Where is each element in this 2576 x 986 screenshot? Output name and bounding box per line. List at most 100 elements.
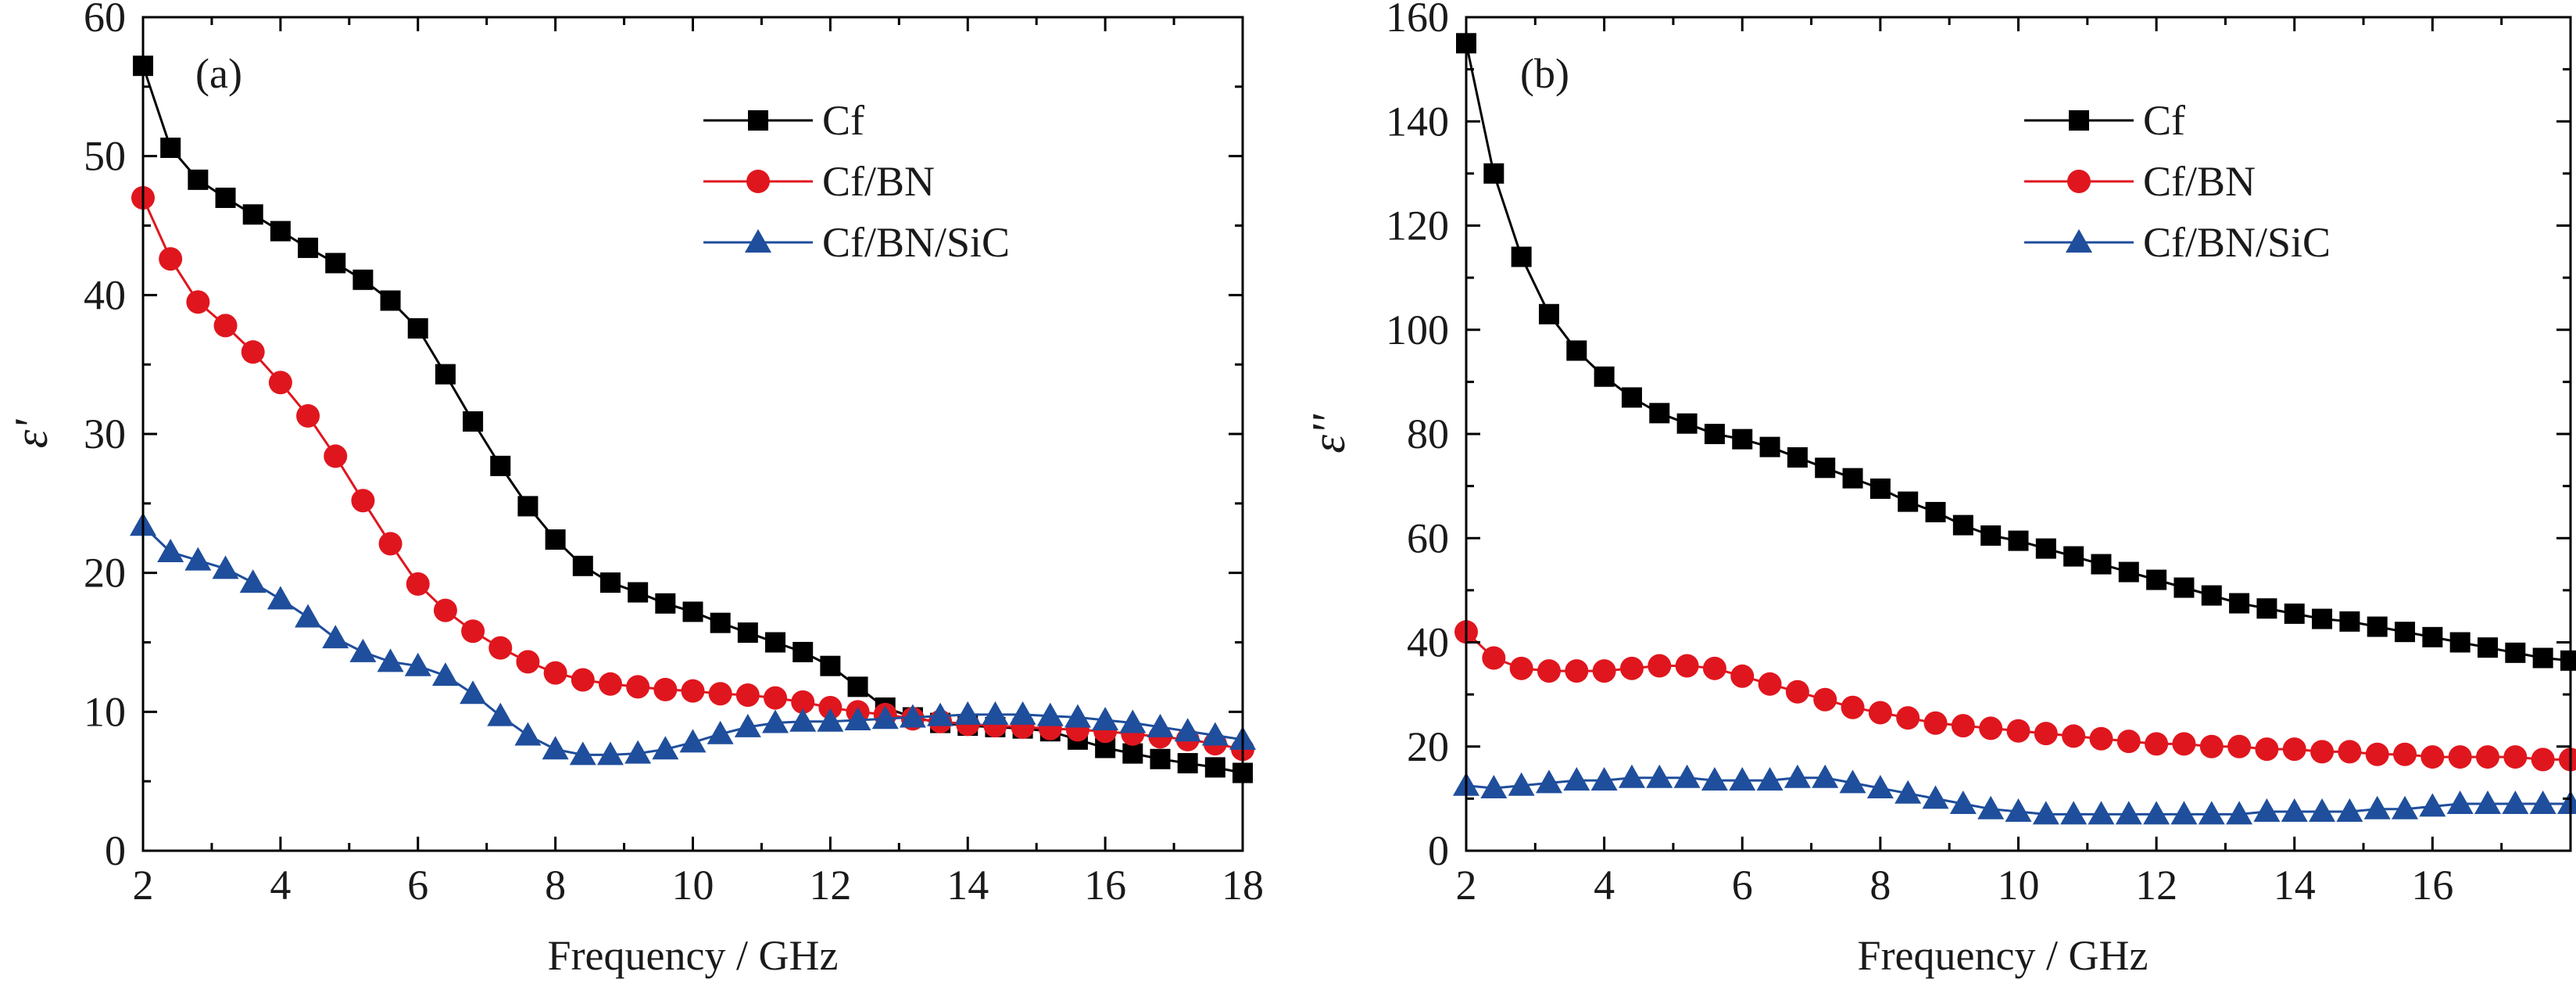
x-tick-label: 14	[2274, 862, 2316, 909]
data-point	[1676, 413, 1698, 434]
data-point	[2339, 611, 2360, 632]
data-point	[296, 403, 320, 428]
legend-label: Cf/BN	[822, 158, 935, 205]
y-tick-label: 50	[84, 133, 126, 180]
data-point	[708, 682, 732, 706]
data-point	[1675, 654, 1699, 678]
data-point	[542, 736, 569, 760]
data-point	[1538, 303, 1559, 324]
x-tick-label: 8	[545, 862, 566, 909]
y-tick-label: 80	[1407, 411, 1449, 457]
data-point	[1704, 424, 1725, 444]
data-point	[2338, 740, 2362, 764]
data-point	[433, 598, 457, 622]
data-point	[1150, 748, 1171, 769]
data-point	[2227, 734, 2252, 758]
y-axis-label: ε''	[1303, 414, 1354, 453]
data-point	[2172, 732, 2196, 756]
panel-label: (a)	[195, 50, 242, 97]
legend-marker	[748, 110, 768, 131]
data-point	[2502, 791, 2529, 815]
data-point	[2005, 798, 2032, 823]
data-point	[351, 489, 375, 513]
data-point	[1842, 468, 1863, 489]
data-point	[792, 641, 814, 662]
x-tick-label: 4	[1594, 862, 1615, 909]
data-point	[1174, 718, 1201, 742]
data-point	[516, 650, 540, 674]
data-point	[2201, 585, 2222, 606]
data-point	[1922, 785, 1949, 809]
data-point	[628, 582, 649, 603]
x-tick-label: 4	[270, 862, 291, 909]
data-point	[1177, 753, 1198, 774]
data-point	[626, 675, 650, 699]
data-point	[817, 708, 844, 732]
data-point	[349, 638, 377, 662]
data-point	[598, 672, 622, 696]
x-tick-label: 2	[1456, 862, 1477, 909]
data-point	[2034, 722, 2058, 746]
data-point	[1621, 387, 1642, 408]
data-point	[679, 729, 707, 753]
data-point	[2503, 745, 2528, 769]
data-point	[1537, 659, 1561, 683]
data-point	[2032, 801, 2059, 825]
data-point	[2365, 742, 2389, 766]
data-point	[569, 741, 596, 765]
data-point	[2310, 740, 2334, 764]
data-point	[1009, 701, 1036, 725]
x-tick-label: 12	[809, 862, 851, 909]
data-point	[789, 708, 817, 732]
data-point	[764, 686, 788, 710]
data-point	[682, 601, 703, 622]
legend-marker	[2069, 110, 2089, 131]
data-point	[1787, 446, 1808, 468]
data-point	[791, 690, 815, 714]
data-point	[2089, 726, 2113, 751]
data-point	[1594, 366, 1615, 387]
data-point	[157, 539, 184, 563]
data-point	[2062, 724, 2086, 748]
data-point	[2282, 737, 2306, 762]
x-tick-label: 10	[1998, 862, 2040, 909]
data-point	[1566, 340, 1587, 361]
data-point	[927, 702, 954, 726]
data-point	[1119, 709, 1147, 733]
data-point	[1894, 780, 1922, 804]
data-point	[1949, 791, 1977, 815]
data-point	[2198, 801, 2225, 825]
legend-marker	[2067, 170, 2091, 193]
data-point	[1147, 713, 1174, 737]
data-point	[267, 586, 294, 610]
data-point	[188, 169, 209, 190]
x-tick-label: 6	[1732, 862, 1753, 909]
data-point	[1977, 795, 2005, 819]
data-point	[2474, 791, 2502, 815]
y-tick-label: 20	[1407, 723, 1449, 770]
data-point	[1036, 702, 1064, 726]
data-point	[1868, 701, 1892, 725]
data-point	[1813, 687, 1837, 712]
y-tick-label: 100	[1386, 307, 1449, 353]
data-point	[2253, 798, 2281, 823]
y-tick-label: 60	[1407, 515, 1449, 561]
data-point	[1730, 664, 1755, 688]
data-point	[954, 701, 982, 725]
data-point	[2532, 647, 2553, 669]
data-point	[1756, 767, 1784, 791]
data-point	[1508, 772, 1535, 796]
data-point	[2395, 622, 2416, 643]
data-point	[1092, 706, 1119, 730]
legend-label: Cf/BN	[2143, 158, 2256, 205]
data-point	[1648, 654, 1672, 678]
data-point	[2060, 801, 2088, 825]
data-point	[2008, 530, 2029, 551]
data-point	[295, 604, 322, 628]
data-point	[1592, 659, 1616, 683]
data-point	[160, 138, 181, 159]
y-tick-label: 30	[84, 411, 126, 457]
x-tick-label: 18	[1222, 862, 1264, 909]
data-point	[1784, 764, 1811, 788]
